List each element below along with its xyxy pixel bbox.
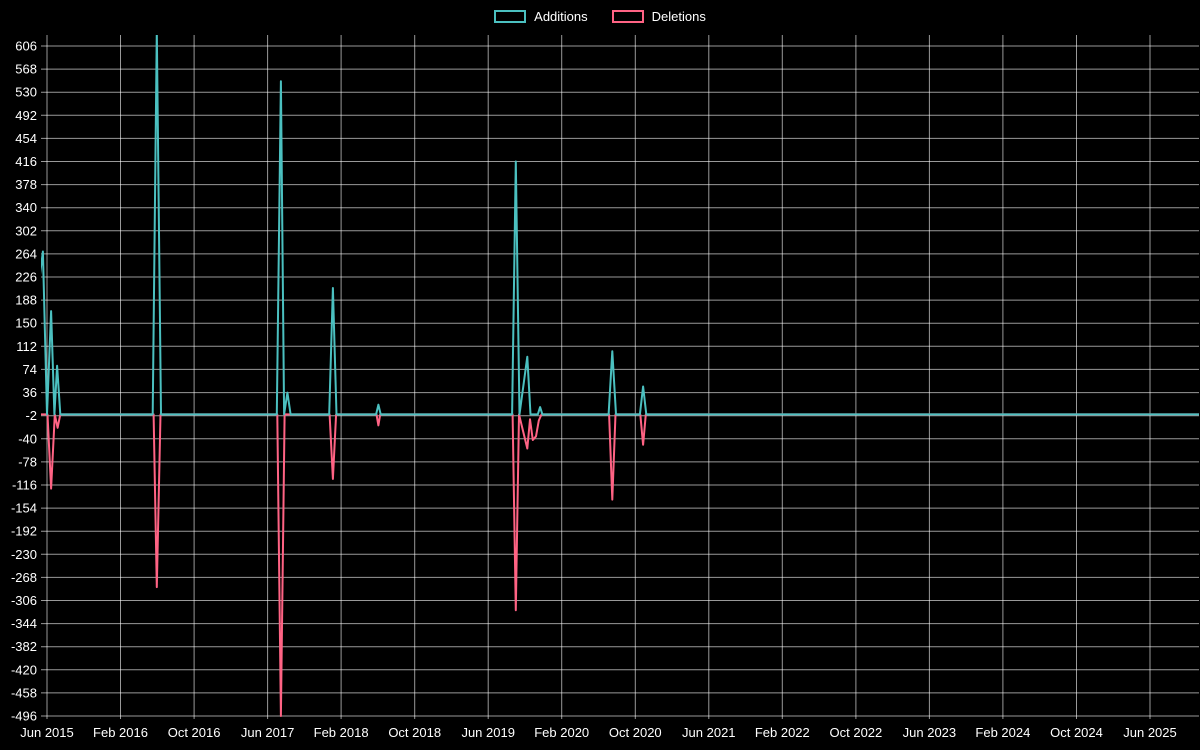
x-tick-label: Feb 2024: [975, 725, 1030, 740]
y-tick-label: 606: [15, 39, 37, 54]
y-tick-label: -116: [12, 478, 37, 493]
y-tick-label: 454: [15, 131, 37, 146]
x-tick-label: Jun 2019: [461, 725, 515, 740]
x-tick-label: Jun 2021: [682, 725, 736, 740]
x-tick-label: Oct 2024: [1050, 725, 1103, 740]
y-tick-label: -230: [11, 547, 37, 562]
deletions-line: [41, 413, 1199, 717]
x-axis-labels: Jun 2015 Feb 2016 Oct 2016 Jun 2017 Feb 2018…: [20, 725, 1177, 740]
x-tick-label: Jun 2015: [20, 725, 74, 740]
y-tick-label: 36: [23, 385, 37, 400]
y-tick-label: 150: [15, 316, 37, 331]
x-tick-label: Jun 2023: [903, 725, 957, 740]
x-tick-label: Feb 2018: [314, 725, 369, 740]
y-tick-label: 530: [15, 85, 37, 100]
x-tick-label: Oct 2020: [609, 725, 662, 740]
y-tick-label: -2: [25, 408, 37, 423]
y-tick-label: -496: [11, 709, 37, 724]
y-tick-label: -154: [11, 501, 37, 516]
y-tick-label: -40: [18, 431, 37, 446]
y-tick-label: 188: [15, 293, 37, 308]
y-tick-label: 302: [15, 223, 37, 238]
chart-legend: Additions Deletions: [0, 8, 1200, 25]
y-tick-label: 112: [16, 339, 37, 354]
y-tick-label: 492: [15, 108, 37, 123]
deletions-legend-label: Deletions: [651, 9, 706, 24]
x-tick-label: Oct 2022: [830, 725, 883, 740]
y-tick-label: -306: [11, 593, 37, 608]
additions-line: [41, 35, 1199, 416]
y-tick-label: -344: [11, 616, 37, 631]
additions-legend-label: Additions: [534, 9, 588, 24]
gridlines: [41, 35, 1199, 719]
deletions-legend-swatch: [611, 10, 644, 23]
x-tick-label: Feb 2022: [755, 725, 810, 740]
y-tick-label: 378: [15, 177, 37, 192]
y-axis-labels: 606 568 530 492 454 416 378 340 302 264 226 188 150 1…: [11, 39, 37, 724]
y-tick-label: -420: [11, 662, 37, 677]
y-tick-label: 416: [15, 154, 37, 169]
x-tick-label: Jun 2017: [241, 725, 295, 740]
x-tick-label: Feb 2020: [534, 725, 589, 740]
y-tick-label: -382: [11, 639, 37, 654]
legend-item-deletions[interactable]: Deletions: [611, 8, 706, 25]
x-tick-label: Feb 2016: [93, 725, 148, 740]
legend-item-additions[interactable]: Additions: [494, 8, 588, 25]
y-tick-label: 264: [15, 246, 37, 261]
x-tick-label: Oct 2016: [168, 725, 221, 740]
y-tick-label: 226: [15, 270, 37, 285]
y-tick-label: -268: [11, 570, 37, 585]
additions-legend-swatch: [494, 10, 527, 23]
y-tick-label: 340: [15, 200, 37, 215]
x-tick-label: Jun 2025: [1123, 725, 1177, 740]
x-tick-label: Oct 2018: [388, 725, 441, 740]
y-tick-label: -458: [11, 685, 37, 700]
y-tick-label: 74: [23, 362, 37, 377]
y-tick-label: 568: [15, 62, 37, 77]
y-tick-label: -192: [11, 524, 37, 539]
y-tick-label: -78: [18, 454, 37, 469]
